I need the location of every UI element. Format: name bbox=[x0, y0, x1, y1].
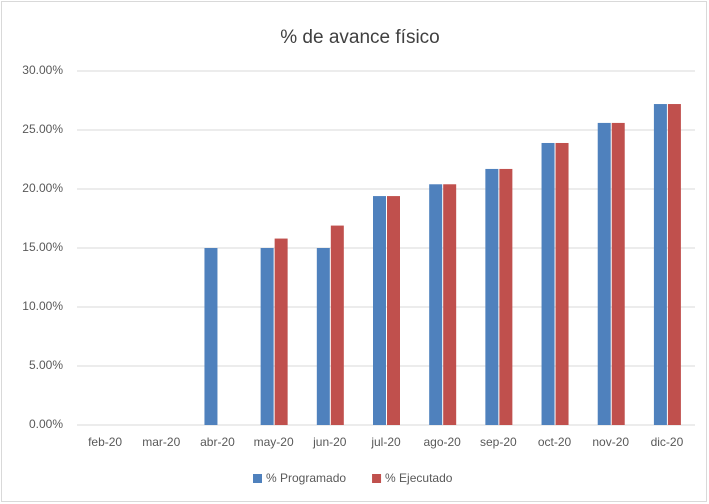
chart-title: % de avance físico bbox=[280, 27, 439, 48]
y-tick-label: 0.00% bbox=[29, 417, 63, 431]
bar bbox=[597, 122, 611, 426]
x-tick-label: oct-20 bbox=[538, 435, 572, 449]
x-tick-label: ago-20 bbox=[423, 435, 461, 449]
x-tick-label: dic-20 bbox=[651, 435, 684, 449]
bar bbox=[429, 184, 443, 425]
bar bbox=[499, 168, 513, 425]
bar bbox=[653, 104, 667, 425]
x-tick-label: mar-20 bbox=[142, 435, 180, 449]
x-tick-label: feb-20 bbox=[88, 435, 122, 449]
bar bbox=[274, 238, 288, 425]
y-tick-label: 10.00% bbox=[22, 299, 63, 313]
legend-label: % Programado bbox=[266, 471, 346, 485]
x-tick-label: jun-20 bbox=[312, 435, 347, 449]
bar bbox=[316, 248, 330, 425]
legend-swatch bbox=[253, 474, 262, 483]
bar bbox=[555, 142, 569, 426]
legend-swatch bbox=[372, 474, 382, 483]
y-tick-label: 20.00% bbox=[22, 181, 63, 195]
x-tick-label: sep-20 bbox=[480, 435, 517, 449]
bar bbox=[611, 122, 625, 426]
bar bbox=[667, 104, 681, 425]
y-tick-label: 5.00% bbox=[29, 358, 63, 372]
x-tick-label: jul-20 bbox=[370, 435, 401, 449]
bar bbox=[387, 196, 400, 425]
bar bbox=[373, 196, 386, 425]
x-tick-label: nov-20 bbox=[592, 435, 629, 449]
bar bbox=[330, 225, 344, 425]
y-tick-label: 25.00% bbox=[22, 122, 63, 136]
y-tick-label: 15.00% bbox=[22, 240, 63, 254]
x-tick-label: abr-20 bbox=[200, 435, 235, 449]
legend-label: % Ejecutado bbox=[385, 471, 453, 485]
bar bbox=[204, 248, 218, 425]
x-tick-label: may-20 bbox=[254, 435, 294, 449]
bar bbox=[260, 248, 274, 425]
y-tick-label: 30.00% bbox=[22, 63, 63, 77]
bar bbox=[485, 168, 499, 425]
bar bbox=[541, 142, 555, 426]
bar bbox=[443, 184, 457, 425]
